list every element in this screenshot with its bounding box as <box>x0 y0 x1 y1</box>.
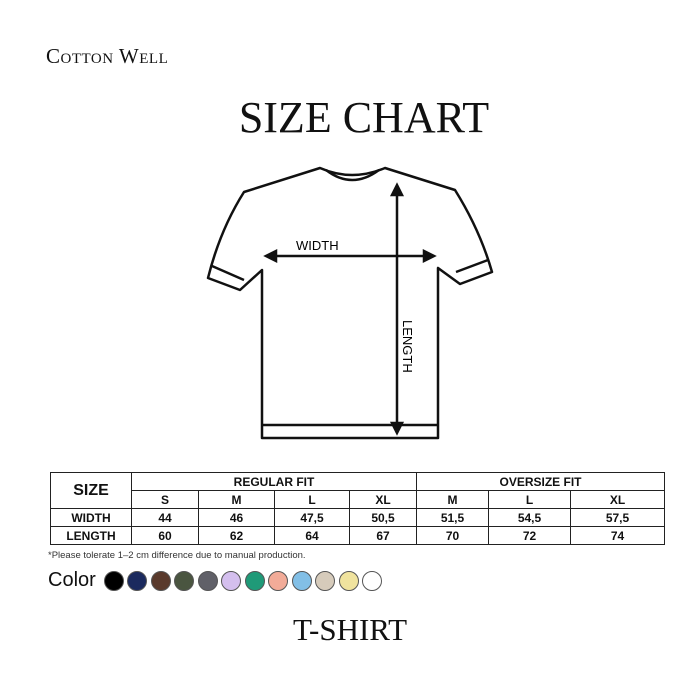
tshirt-diagram: WIDTH LENGTH <box>206 166 494 440</box>
size-cell: XL <box>570 490 665 509</box>
color-swatch[interactable] <box>244 570 265 591</box>
tolerance-note: *Please tolerate 1–2 cm difference due t… <box>48 550 306 561</box>
value-cell: 46 <box>198 508 275 527</box>
size-cell: XL <box>349 490 417 509</box>
color-swatch[interactable] <box>362 570 383 591</box>
row-label: LENGTH <box>50 526 132 545</box>
value-cell: 74 <box>570 526 665 545</box>
color-swatch[interactable] <box>221 570 242 591</box>
value-cell: 67 <box>349 526 417 545</box>
color-swatch[interactable] <box>315 570 336 591</box>
value-cell: 57,5 <box>570 508 665 527</box>
width-label: WIDTH <box>296 238 339 253</box>
value-cell: 72 <box>488 526 571 545</box>
size-table: SIZE REGULAR FIT OVERSIZE FIT S M L XL M… <box>50 472 665 545</box>
color-swatch[interactable] <box>127 570 148 591</box>
page-title: SIZE CHART <box>238 93 490 142</box>
size-cell: M <box>416 490 489 509</box>
brand-logo: Cotton Well <box>46 44 169 68</box>
size-cell: L <box>488 490 571 509</box>
color-swatch[interactable] <box>150 570 171 591</box>
color-swatch[interactable] <box>338 570 359 591</box>
value-cell: 70 <box>416 526 489 545</box>
size-cell: M <box>198 490 275 509</box>
value-cell: 54,5 <box>488 508 571 527</box>
color-swatch[interactable] <box>268 570 289 591</box>
size-cell: S <box>131 490 199 509</box>
color-swatch[interactable] <box>197 570 218 591</box>
color-label: Color <box>48 569 96 591</box>
value-cell: 51,5 <box>416 508 489 527</box>
length-label: LENGTH <box>400 320 415 373</box>
size-cell: L <box>274 490 350 509</box>
size-header: SIZE <box>50 472 132 509</box>
table-row: WIDTH 44 46 47,5 50,5 51,5 54,5 57,5 <box>50 508 665 527</box>
row-label: WIDTH <box>50 508 132 527</box>
table-row: LENGTH 60 62 64 67 70 72 74 <box>50 526 665 545</box>
value-cell: 60 <box>131 526 199 545</box>
color-swatch[interactable] <box>291 570 312 591</box>
value-cell: 50,5 <box>349 508 417 527</box>
group-regular-fit: REGULAR FIT <box>131 472 417 491</box>
value-cell: 64 <box>274 526 350 545</box>
value-cell: 62 <box>198 526 275 545</box>
color-options: Color <box>48 569 383 592</box>
product-name: T-SHIRT <box>292 612 408 647</box>
group-oversize-fit: OVERSIZE FIT <box>416 472 665 491</box>
color-swatch[interactable] <box>174 570 195 591</box>
value-cell: 47,5 <box>274 508 350 527</box>
value-cell: 44 <box>131 508 199 527</box>
color-swatch[interactable] <box>103 570 124 591</box>
